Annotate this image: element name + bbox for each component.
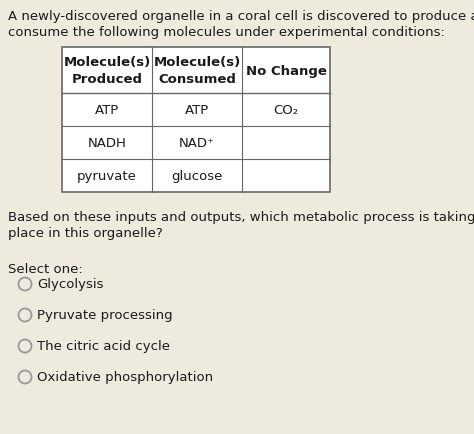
Text: No Change: No Change <box>246 64 327 77</box>
Text: Oxidative phosphorylation: Oxidative phosphorylation <box>37 371 214 384</box>
Bar <box>62 48 330 193</box>
Text: place in this organelle?: place in this organelle? <box>8 227 163 240</box>
Text: The citric acid cycle: The citric acid cycle <box>37 340 171 353</box>
Text: ATP: ATP <box>185 104 209 117</box>
Text: NAD⁺: NAD⁺ <box>179 137 215 150</box>
Text: pyruvate: pyruvate <box>77 170 137 183</box>
Text: glucose: glucose <box>171 170 223 183</box>
Text: Molecule(s)
Produced: Molecule(s) Produced <box>64 56 151 86</box>
Text: Glycolysis: Glycolysis <box>37 278 104 291</box>
Text: CO₂: CO₂ <box>273 104 299 117</box>
Text: Select one:: Select one: <box>8 263 83 275</box>
Bar <box>62 48 330 193</box>
Text: A newly-discovered organelle in a coral cell is discovered to produce and: A newly-discovered organelle in a coral … <box>8 10 474 23</box>
Text: Based on these inputs and outputs, which metabolic process is taking: Based on these inputs and outputs, which… <box>8 210 474 224</box>
Text: Molecule(s)
Consumed: Molecule(s) Consumed <box>154 56 241 86</box>
Text: NADH: NADH <box>88 137 127 150</box>
Text: consume the following molecules under experimental conditions:: consume the following molecules under ex… <box>8 26 445 39</box>
Text: ATP: ATP <box>95 104 119 117</box>
Text: Pyruvate processing: Pyruvate processing <box>37 309 173 322</box>
